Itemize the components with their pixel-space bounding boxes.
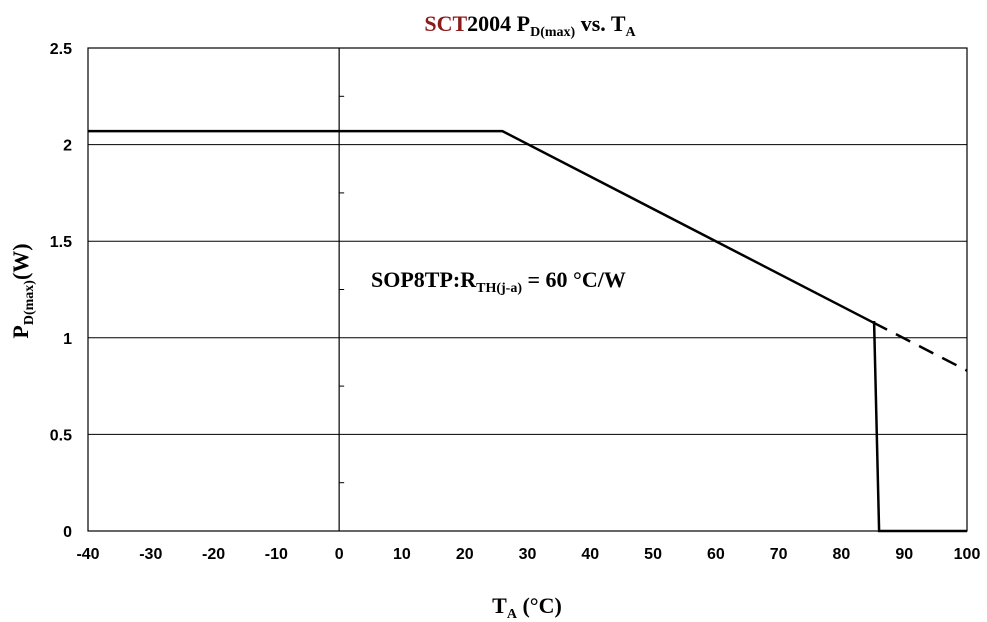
series-line-dashed	[872, 321, 968, 372]
thermal-resistance-annotation: SOP8TP:RTH(j-a) = 60 °C/W	[371, 267, 626, 296]
x-tick-label: 50	[644, 546, 662, 563]
y-tick-label: 0.5	[50, 427, 72, 444]
x-tick-label: -10	[265, 546, 288, 563]
x-tick-labels: -40 -30 -20 -10 0 10 20 30 40 50 60 70 80 90 100	[76, 546, 980, 563]
x-tick-label: 0	[335, 546, 344, 563]
y-tick-labels: 0 0.5 1 1.5 2 2.5	[50, 41, 72, 541]
chart-title: SCT2004 PD(max) vs. TA	[424, 11, 636, 40]
minor-ticks	[339, 95, 345, 484]
x-tick-label: 10	[393, 546, 411, 563]
x-tick-label: 80	[833, 546, 851, 563]
x-tick-label: 30	[519, 546, 537, 563]
x-tick-label: 90	[895, 546, 913, 563]
y-tick-label: 2	[63, 138, 72, 155]
y-axis-title: PD(max)(W)	[8, 243, 37, 338]
x-tick-label: 40	[581, 546, 599, 563]
series-line-solid	[88, 129, 967, 533]
x-tick-label: 20	[456, 546, 474, 563]
plot-frame	[87, 47, 968, 532]
y-tick-label: 1.5	[50, 234, 72, 251]
y-tick-label: 2.5	[50, 41, 72, 58]
x-axis-title: TA (°C)	[492, 593, 562, 622]
x-tick-label: -40	[76, 546, 99, 563]
x-tick-label: -30	[139, 546, 162, 563]
x-tick-label: -20	[202, 546, 225, 563]
x-tick-label: 70	[770, 546, 788, 563]
x-tick-label: 60	[707, 546, 725, 563]
y-tick-label: 1	[63, 331, 72, 348]
y-tick-label: 0	[63, 524, 72, 541]
x-tick-label: 100	[954, 546, 981, 563]
series-lines	[88, 129, 968, 533]
